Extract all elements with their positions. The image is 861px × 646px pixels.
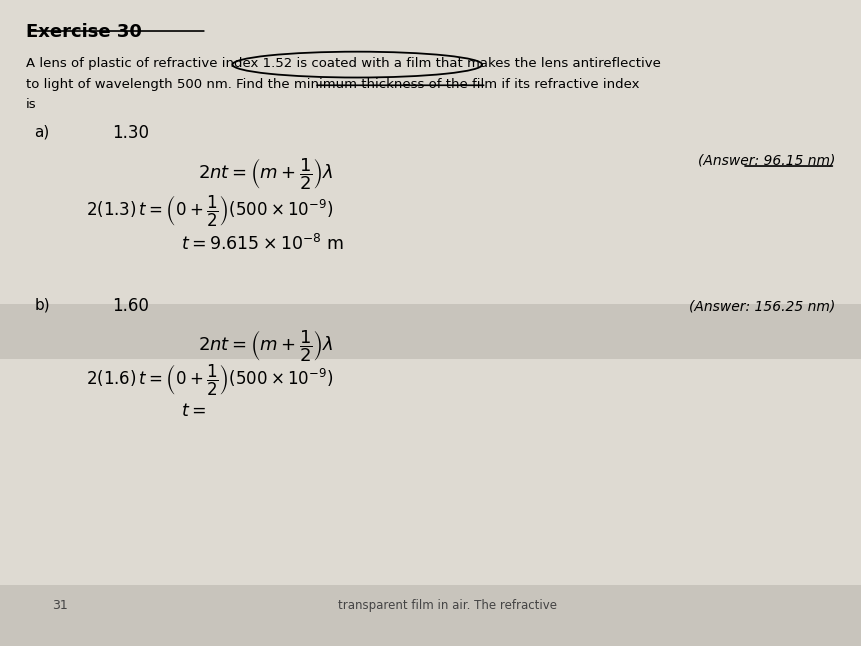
Text: $t =$: $t =$ xyxy=(181,402,206,420)
Text: $2nt = \left(m+\dfrac{1}{2}\right)\lambda$: $2nt = \left(m+\dfrac{1}{2}\right)\lambd… xyxy=(198,156,334,192)
Text: a): a) xyxy=(34,124,50,139)
Text: $2(1.6)\,t = \left(0+\dfrac{1}{2}\right)(500\times10^{-9})$: $2(1.6)\,t = \left(0+\dfrac{1}{2}\right)… xyxy=(86,363,333,399)
Text: b): b) xyxy=(34,297,50,312)
Text: $t = 9.615\times10^{-8}\ \mathrm{m}$: $t = 9.615\times10^{-8}\ \mathrm{m}$ xyxy=(181,234,344,254)
Text: (Answer: 96.15 nm): (Answer: 96.15 nm) xyxy=(697,154,835,168)
Text: $2nt = \left(m+\dfrac{1}{2}\right)\lambda$: $2nt = \left(m+\dfrac{1}{2}\right)\lambd… xyxy=(198,328,334,364)
Text: 1.60: 1.60 xyxy=(112,297,149,315)
Text: is: is xyxy=(26,98,36,111)
Text: Exercise 30: Exercise 30 xyxy=(26,23,142,41)
Text: $2(1.3)\,t = \left(0+\dfrac{1}{2}\right)(500\times10^{-9})$: $2(1.3)\,t = \left(0+\dfrac{1}{2}\right)… xyxy=(86,194,333,229)
FancyBboxPatch shape xyxy=(0,304,861,359)
Text: 1.30: 1.30 xyxy=(112,124,149,142)
Text: (Answer: 156.25 nm): (Answer: 156.25 nm) xyxy=(689,299,835,313)
Text: 31: 31 xyxy=(52,599,67,612)
Text: A lens of plastic of refractive index 1.52 is coated with a film that makes the : A lens of plastic of refractive index 1.… xyxy=(26,57,660,70)
Text: to light of wavelength 500 nm. Find the minimum thickness of the film if its ref: to light of wavelength 500 nm. Find the … xyxy=(26,78,640,90)
Text: transparent film in air. The refractive: transparent film in air. The refractive xyxy=(338,599,557,612)
FancyBboxPatch shape xyxy=(0,585,861,646)
